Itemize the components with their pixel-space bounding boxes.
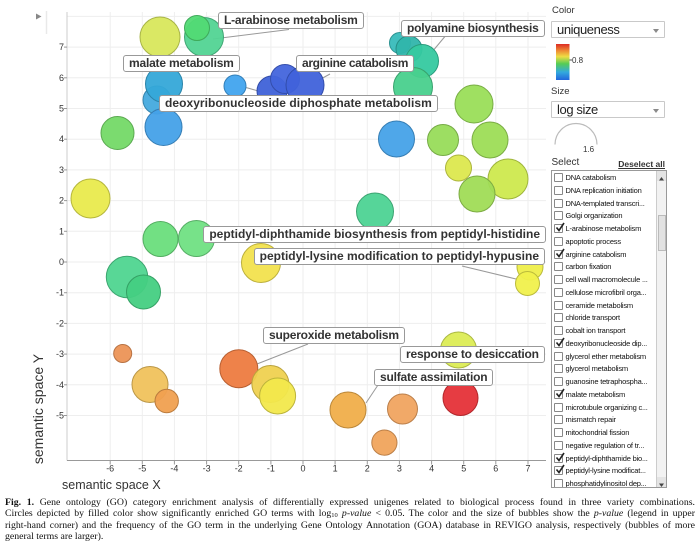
svg-text:-5: -5 [56,411,64,421]
svg-text:5: 5 [59,104,64,114]
svg-text:7: 7 [525,464,530,474]
svg-text:3: 3 [397,464,402,474]
svg-text:2: 2 [59,196,64,206]
svg-text:semantic space Y: semantic space Y [30,353,46,464]
svg-text:-4: -4 [170,464,178,474]
svg-text:-1: -1 [267,464,275,474]
svg-text:0: 0 [59,257,64,267]
svg-text:5: 5 [461,464,466,474]
svg-text:6: 6 [493,464,498,474]
svg-text:2: 2 [365,464,370,474]
svg-text:-3: -3 [203,464,211,474]
svg-text:7: 7 [59,42,64,52]
svg-text:-2: -2 [56,318,64,328]
svg-text:-4: -4 [56,380,64,390]
svg-text:4: 4 [59,134,64,144]
svg-text:semantic space X: semantic space X [62,478,161,492]
svg-text:6: 6 [59,73,64,83]
svg-text:-6: -6 [106,464,114,474]
svg-text:-1: -1 [56,288,64,298]
svg-text:0: 0 [300,464,305,474]
svg-text:1: 1 [333,464,338,474]
svg-text:-3: -3 [56,349,64,359]
svg-text:1: 1 [59,226,64,236]
svg-text:4: 4 [429,464,434,474]
svg-text:3: 3 [59,165,64,175]
svg-text:-5: -5 [138,464,146,474]
svg-text:-2: -2 [235,464,243,474]
